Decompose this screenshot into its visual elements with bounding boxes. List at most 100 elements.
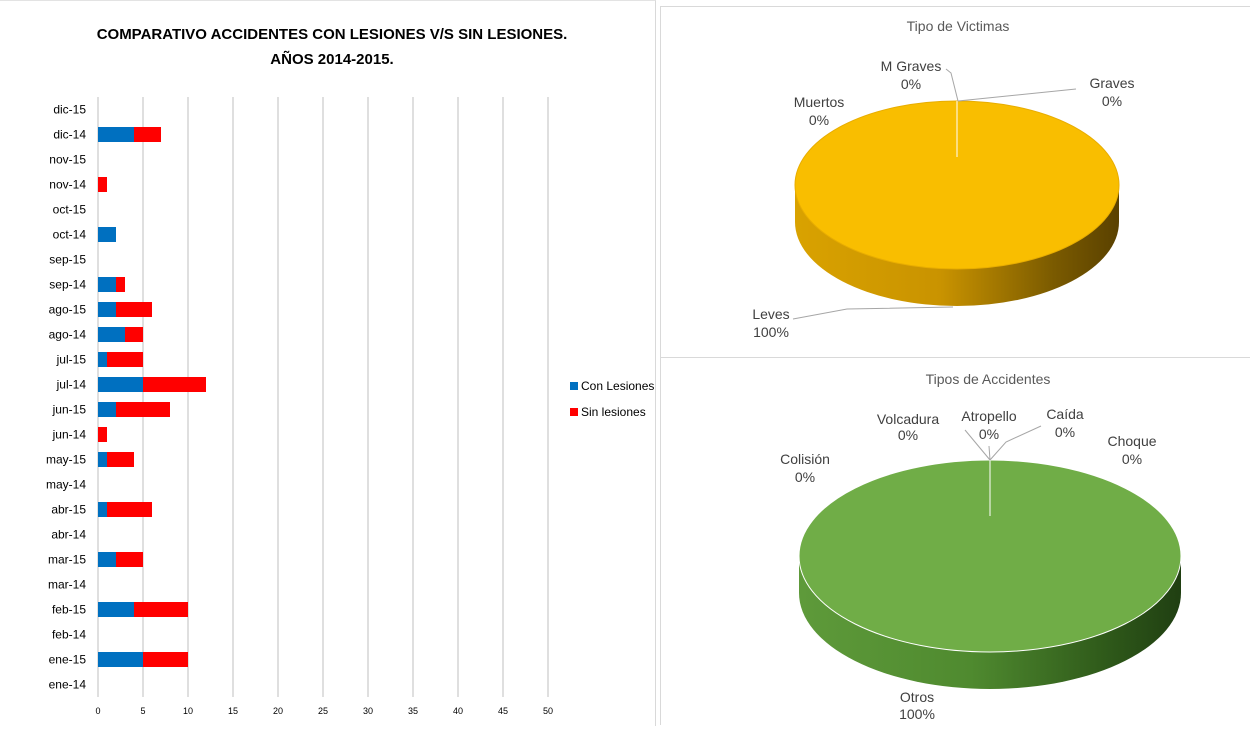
label-m-graves: M Graves <box>881 58 942 74</box>
legend-swatch-con-lesiones <box>570 382 578 390</box>
category-label: sep-15 <box>49 253 86 267</box>
label-leves: Leves <box>752 306 789 322</box>
label-caida: Caída <box>1046 406 1084 422</box>
x-tick-label: 0 <box>95 706 100 716</box>
legend-label-con-lesiones: Con Lesiones <box>581 379 654 393</box>
bar-con-lesiones <box>98 327 125 342</box>
category-label: ene-14 <box>49 678 87 692</box>
bar-con-lesiones <box>98 302 116 317</box>
x-tick-label: 50 <box>543 706 553 716</box>
category-label: may-15 <box>46 453 86 467</box>
label-leves-percent: 100% <box>753 324 789 340</box>
label-graves: Graves <box>1089 75 1134 91</box>
x-tick-label: 20 <box>273 706 283 716</box>
category-label: jun-14 <box>52 428 87 442</box>
bar-sin-lesiones <box>107 452 134 467</box>
category-label: oct-14 <box>53 228 87 242</box>
category-label: mar-15 <box>48 553 86 567</box>
x-tick-label: 25 <box>318 706 328 716</box>
x-tick-label: 45 <box>498 706 508 716</box>
category-label: abr-14 <box>51 528 86 542</box>
bar-sin-lesiones <box>116 552 143 567</box>
category-label: jul-14 <box>56 378 87 392</box>
bar-chart-title: COMPARATIVO ACCIDENTES CON LESIONES V/S … <box>97 26 568 43</box>
victims-pie-chart: Tipo de Victimas M Graves 0% Graves 0% M… <box>752 18 1134 340</box>
bar-sin-lesiones <box>98 177 107 192</box>
category-label: nov-15 <box>49 153 86 167</box>
category-label: ago-15 <box>49 303 87 317</box>
bar-sin-lesiones <box>125 327 143 342</box>
bar-sin-lesiones <box>116 402 170 417</box>
accidents-pie-panel: Tipos de Accidentes Volcadura 0% Atropel… <box>660 358 1250 725</box>
bar-chart-gridlines <box>97 97 549 697</box>
leader-line-volcadura <box>964 429 991 461</box>
category-label: jun-15 <box>52 403 87 417</box>
bar-chart: COMPARATIVO ACCIDENTES CON LESIONES V/S … <box>46 26 654 716</box>
leader-line-leves <box>792 306 954 320</box>
legend-label-sin-lesiones: Sin lesiones <box>581 405 646 419</box>
label-m-graves-percent: 0% <box>901 76 921 92</box>
category-label: ene-15 <box>49 653 87 667</box>
label-otros-percent: 100% <box>899 706 935 722</box>
bar-con-lesiones <box>98 552 116 567</box>
category-label: feb-14 <box>52 628 86 642</box>
label-colision: Colisión <box>780 451 830 467</box>
bar-chart-x-tick-labels: 0 5 10 15 20 25 30 35 40 45 50 <box>95 706 553 716</box>
x-tick-label: 35 <box>408 706 418 716</box>
bar-con-lesiones <box>98 502 107 517</box>
bar-con-lesiones <box>98 227 116 242</box>
label-choque: Choque <box>1107 433 1156 449</box>
leader-line-atropello <box>988 445 991 461</box>
category-label: ago-14 <box>49 328 87 342</box>
bar-con-lesiones <box>98 602 134 617</box>
x-tick-label: 30 <box>363 706 373 716</box>
label-atropello-percent: 0% <box>979 426 999 442</box>
x-tick-label: 40 <box>453 706 463 716</box>
bar-sin-lesiones <box>116 277 125 292</box>
bar-con-lesiones <box>98 127 134 142</box>
label-volcadura-percent: 0% <box>898 427 918 443</box>
x-tick-label: 15 <box>228 706 238 716</box>
label-muertos: Muertos <box>794 94 845 110</box>
victims-pie-panel: Tipo de Victimas M Graves 0% Graves 0% M… <box>660 6 1250 358</box>
bar-sin-lesiones <box>107 502 152 517</box>
bar-con-lesiones <box>98 402 116 417</box>
bar-con-lesiones <box>98 352 107 367</box>
bar-con-lesiones <box>98 277 116 292</box>
bar-chart-category-labels: ene-14 ene-15 feb-14 feb-15 mar-14 mar-15 abr-… <box>46 103 86 692</box>
bar-sin-lesiones <box>143 652 188 667</box>
leader-line-m-graves <box>945 68 959 102</box>
bar-chart-bars <box>98 127 206 667</box>
accidents-pie-chart: Tipos de Accidentes Volcadura 0% Atropel… <box>780 371 1182 722</box>
category-label: dic-14 <box>53 128 86 142</box>
x-tick-label: 10 <box>183 706 193 716</box>
bar-sin-lesiones <box>98 427 107 442</box>
category-label: nov-14 <box>49 178 86 192</box>
bar-sin-lesiones <box>134 602 188 617</box>
label-colision-percent: 0% <box>795 469 815 485</box>
category-label: sep-14 <box>49 278 86 292</box>
label-volcadura: Volcadura <box>877 411 939 427</box>
bar-sin-lesiones <box>107 352 143 367</box>
category-label: dic-15 <box>53 103 86 117</box>
leader-line-caida <box>989 425 1042 461</box>
label-caida-percent: 0% <box>1055 424 1075 440</box>
category-label: may-14 <box>46 478 86 492</box>
label-graves-percent: 0% <box>1102 93 1122 109</box>
category-label: feb-15 <box>52 603 86 617</box>
category-label: mar-14 <box>48 578 86 592</box>
bar-sin-lesiones <box>116 302 152 317</box>
bar-con-lesiones <box>98 652 143 667</box>
bar-con-lesiones <box>98 452 107 467</box>
label-atropello: Atropello <box>961 408 1016 424</box>
bar-con-lesiones <box>98 377 143 392</box>
bar-chart-subtitle: AÑOS 2014-2015. <box>270 50 393 68</box>
leader-line-graves <box>957 88 1077 102</box>
category-label: jul-15 <box>56 353 87 367</box>
bar-chart-legend: Con Lesiones Sin lesiones <box>570 379 654 419</box>
label-muertos-percent: 0% <box>809 112 829 128</box>
bar-chart-panel: COMPARATIVO ACCIDENTES CON LESIONES V/S … <box>0 0 656 726</box>
bar-sin-lesiones <box>134 127 161 142</box>
victims-pie-title: Tipo de Victimas <box>907 18 1010 34</box>
legend-swatch-sin-lesiones <box>570 408 578 416</box>
